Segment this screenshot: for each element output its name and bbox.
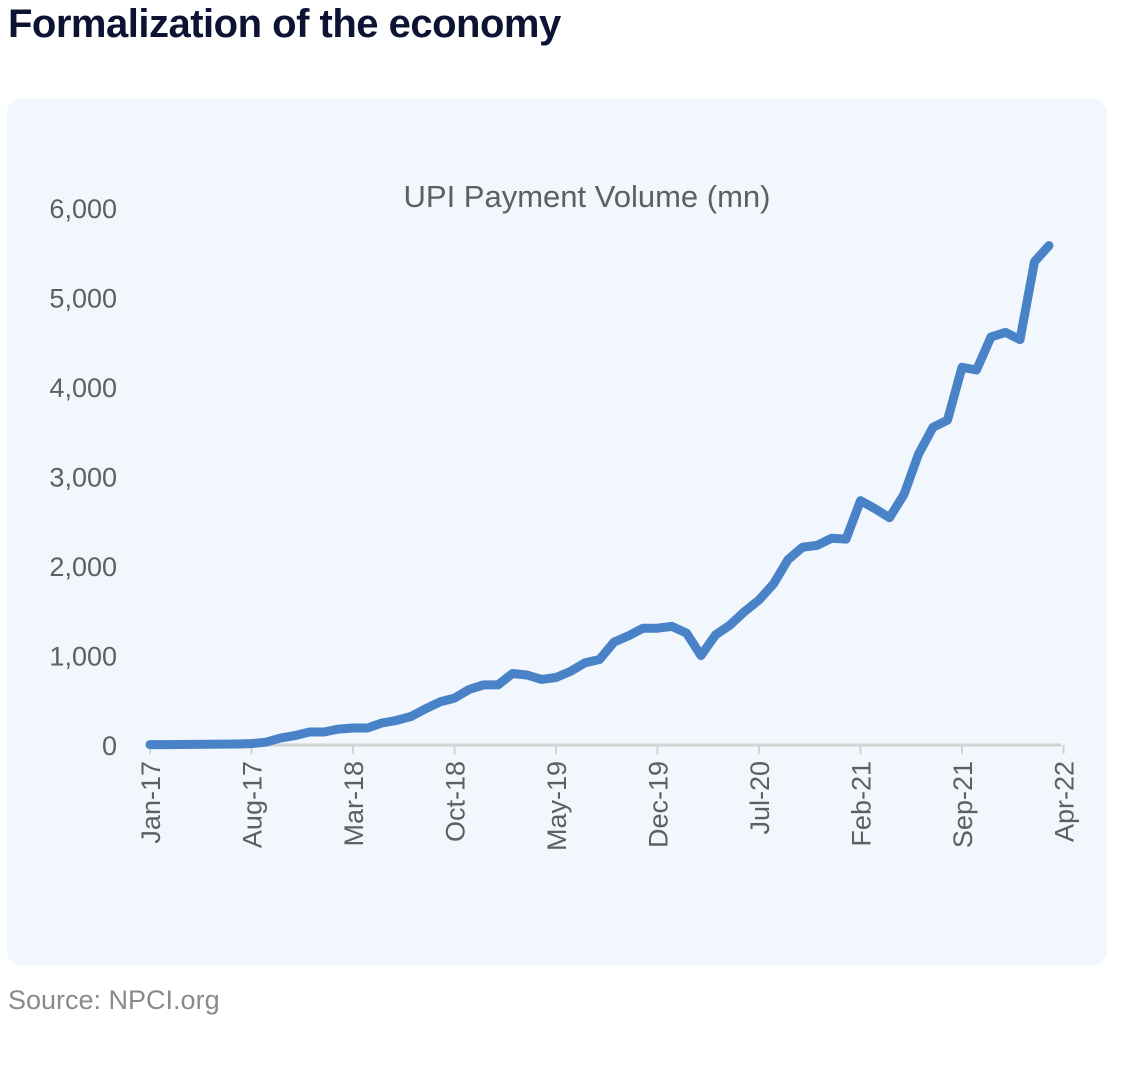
source-note: Source: NPCI.org [8, 985, 220, 1015]
x-tick-label: Sep-21 [948, 761, 978, 848]
upi-volume-line-chart: UPI Payment Volume (mn) 0 1,000 2,000 3,000… [49, 179, 1080, 851]
chart-card: UPI Payment Volume (mn) 0 1,000 2,000 3,000… [7, 99, 1107, 965]
x-tick-label: Jul-20 [745, 761, 775, 835]
x-axis: Jan-17 Aug-17 Mar-18 Oct-18 May-19 Dec-19 Jul-… [136, 743, 1080, 851]
y-tick-label: 0 [102, 731, 117, 761]
x-tick-label: Oct-18 [441, 761, 471, 842]
x-tick-label: May-19 [542, 761, 572, 851]
x-tick-label: Aug-17 [238, 761, 268, 848]
x-tick-label: Apr-22 [1050, 761, 1080, 842]
upi-volume-line [145, 241, 1054, 750]
chart-title: UPI Payment Volume (mn) [404, 179, 771, 214]
y-axis: 0 1,000 2,000 3,000 4,000 5,000 6,000 [49, 194, 117, 761]
y-tick-label: 2,000 [49, 552, 117, 582]
x-tick-label: Mar-18 [339, 761, 369, 847]
series-layer [145, 241, 1054, 750]
y-tick-label: 4,000 [49, 373, 117, 403]
y-tick-label: 1,000 [49, 642, 117, 672]
x-tick-label: Feb-21 [847, 761, 877, 847]
x-tick-label: Jan-17 [136, 761, 166, 844]
page-heading: Formalization of the economy [8, 2, 561, 46]
y-tick-label: 5,000 [49, 284, 117, 314]
x-tick-label: Dec-19 [644, 761, 674, 848]
y-tick-label: 6,000 [49, 194, 117, 224]
y-tick-label: 3,000 [49, 463, 117, 493]
